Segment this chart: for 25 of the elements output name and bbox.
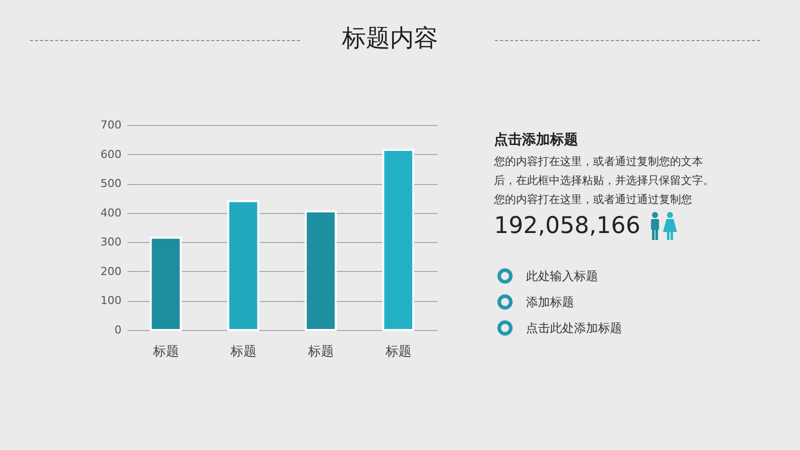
x-tick-label: 标题 (306, 344, 334, 360)
x-tick-label: 标题 (384, 344, 412, 360)
text: 后，在此框中选择粘贴，并选择只保留文字。 (494, 174, 714, 187)
y-tick-label: 0 (114, 324, 122, 336)
x-tick-label: 标题 (152, 344, 179, 360)
bar (150, 236, 182, 331)
text: 点击添加标题 (494, 132, 578, 148)
bar (382, 148, 414, 331)
y-tick-label: 400 (100, 206, 122, 220)
y-tick-label: 600 (100, 148, 122, 161)
y-tick-label: 700 (100, 118, 122, 132)
text: 192,058,166 (494, 212, 640, 241)
bar (304, 210, 337, 331)
text: 您的内容打在这里，或者通过通过复制您 (494, 193, 692, 206)
text: 点击此处添加标题 (526, 320, 622, 337)
text: 此处输入标题 (526, 268, 598, 285)
y-tick-label: 300 (100, 236, 122, 249)
text: 您的内容打在这里，或者通过复制您的文本 (494, 155, 703, 168)
text: 添加标题 (526, 294, 574, 311)
y-tick-label: 500 (100, 177, 122, 190)
y-tick-label: 200 (100, 264, 122, 278)
bar (227, 200, 260, 331)
chart-title: 标题内容 (341, 23, 439, 54)
x-tick-label: 标题 (229, 344, 256, 360)
y-tick-label: 100 (100, 294, 122, 308)
